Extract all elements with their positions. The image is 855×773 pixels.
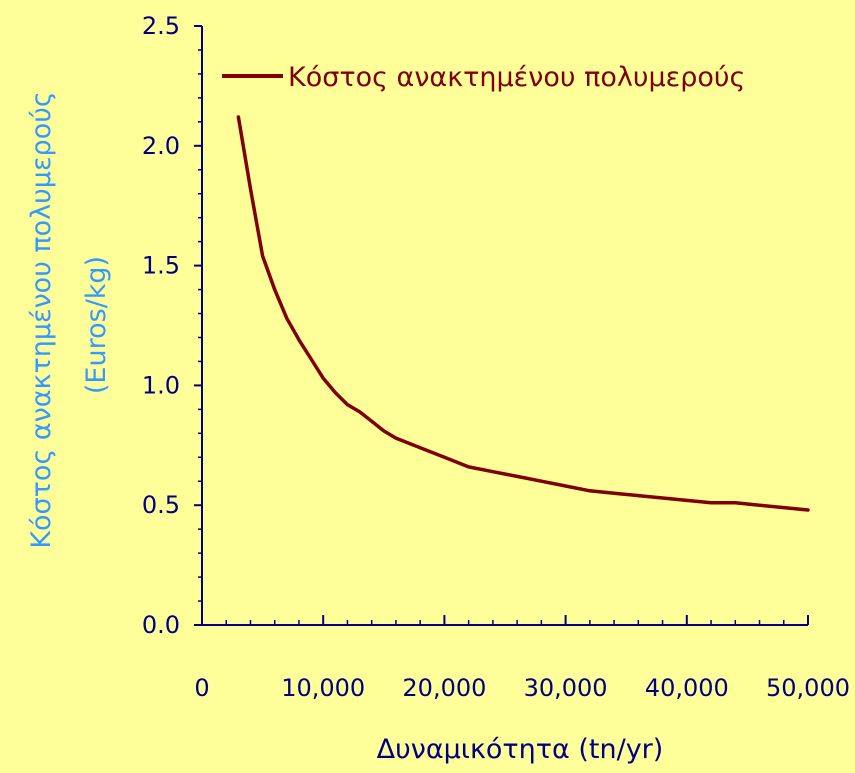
y-tick-label: 2.5 bbox=[142, 12, 180, 40]
x-tick-label: 0 bbox=[194, 674, 209, 702]
legend: Κόστος ανακτημένου πολυμερούς bbox=[222, 62, 745, 93]
x-tick-label: 40,000 bbox=[645, 674, 729, 702]
axes bbox=[201, 26, 808, 626]
x-tick-label: 50,000 bbox=[766, 674, 850, 702]
series-line bbox=[236, 115, 810, 512]
y-tick-label: 0.5 bbox=[142, 491, 180, 519]
axis-ticks bbox=[194, 25, 809, 626]
x-tick-label: 30,000 bbox=[524, 674, 608, 702]
x-tick-label: 20,000 bbox=[402, 674, 486, 702]
series-layer bbox=[236, 115, 810, 512]
y-tick-label: 0.0 bbox=[142, 611, 180, 639]
y-tick-label: 2.0 bbox=[142, 132, 180, 160]
x-tick-label: 10,000 bbox=[281, 674, 365, 702]
x-axis-title: Δυναμικότητα (tn/yr) bbox=[377, 734, 664, 765]
y-tick-label: 1.5 bbox=[142, 252, 180, 280]
tick-labels: 0.0 0.5 1.0 1.5 2.0 2.5 0 10,000 20,000 30,000 40,… bbox=[142, 12, 850, 702]
legend-label: Κόστος ανακτημένου πολυμερούς bbox=[288, 62, 745, 93]
y-axis-title-line1: Κόστος ανακτημένου πολυμερούς bbox=[26, 91, 57, 548]
y-axis-title-line2: (Euros/kg) bbox=[81, 256, 112, 394]
y-tick-label: 1.0 bbox=[142, 371, 180, 399]
